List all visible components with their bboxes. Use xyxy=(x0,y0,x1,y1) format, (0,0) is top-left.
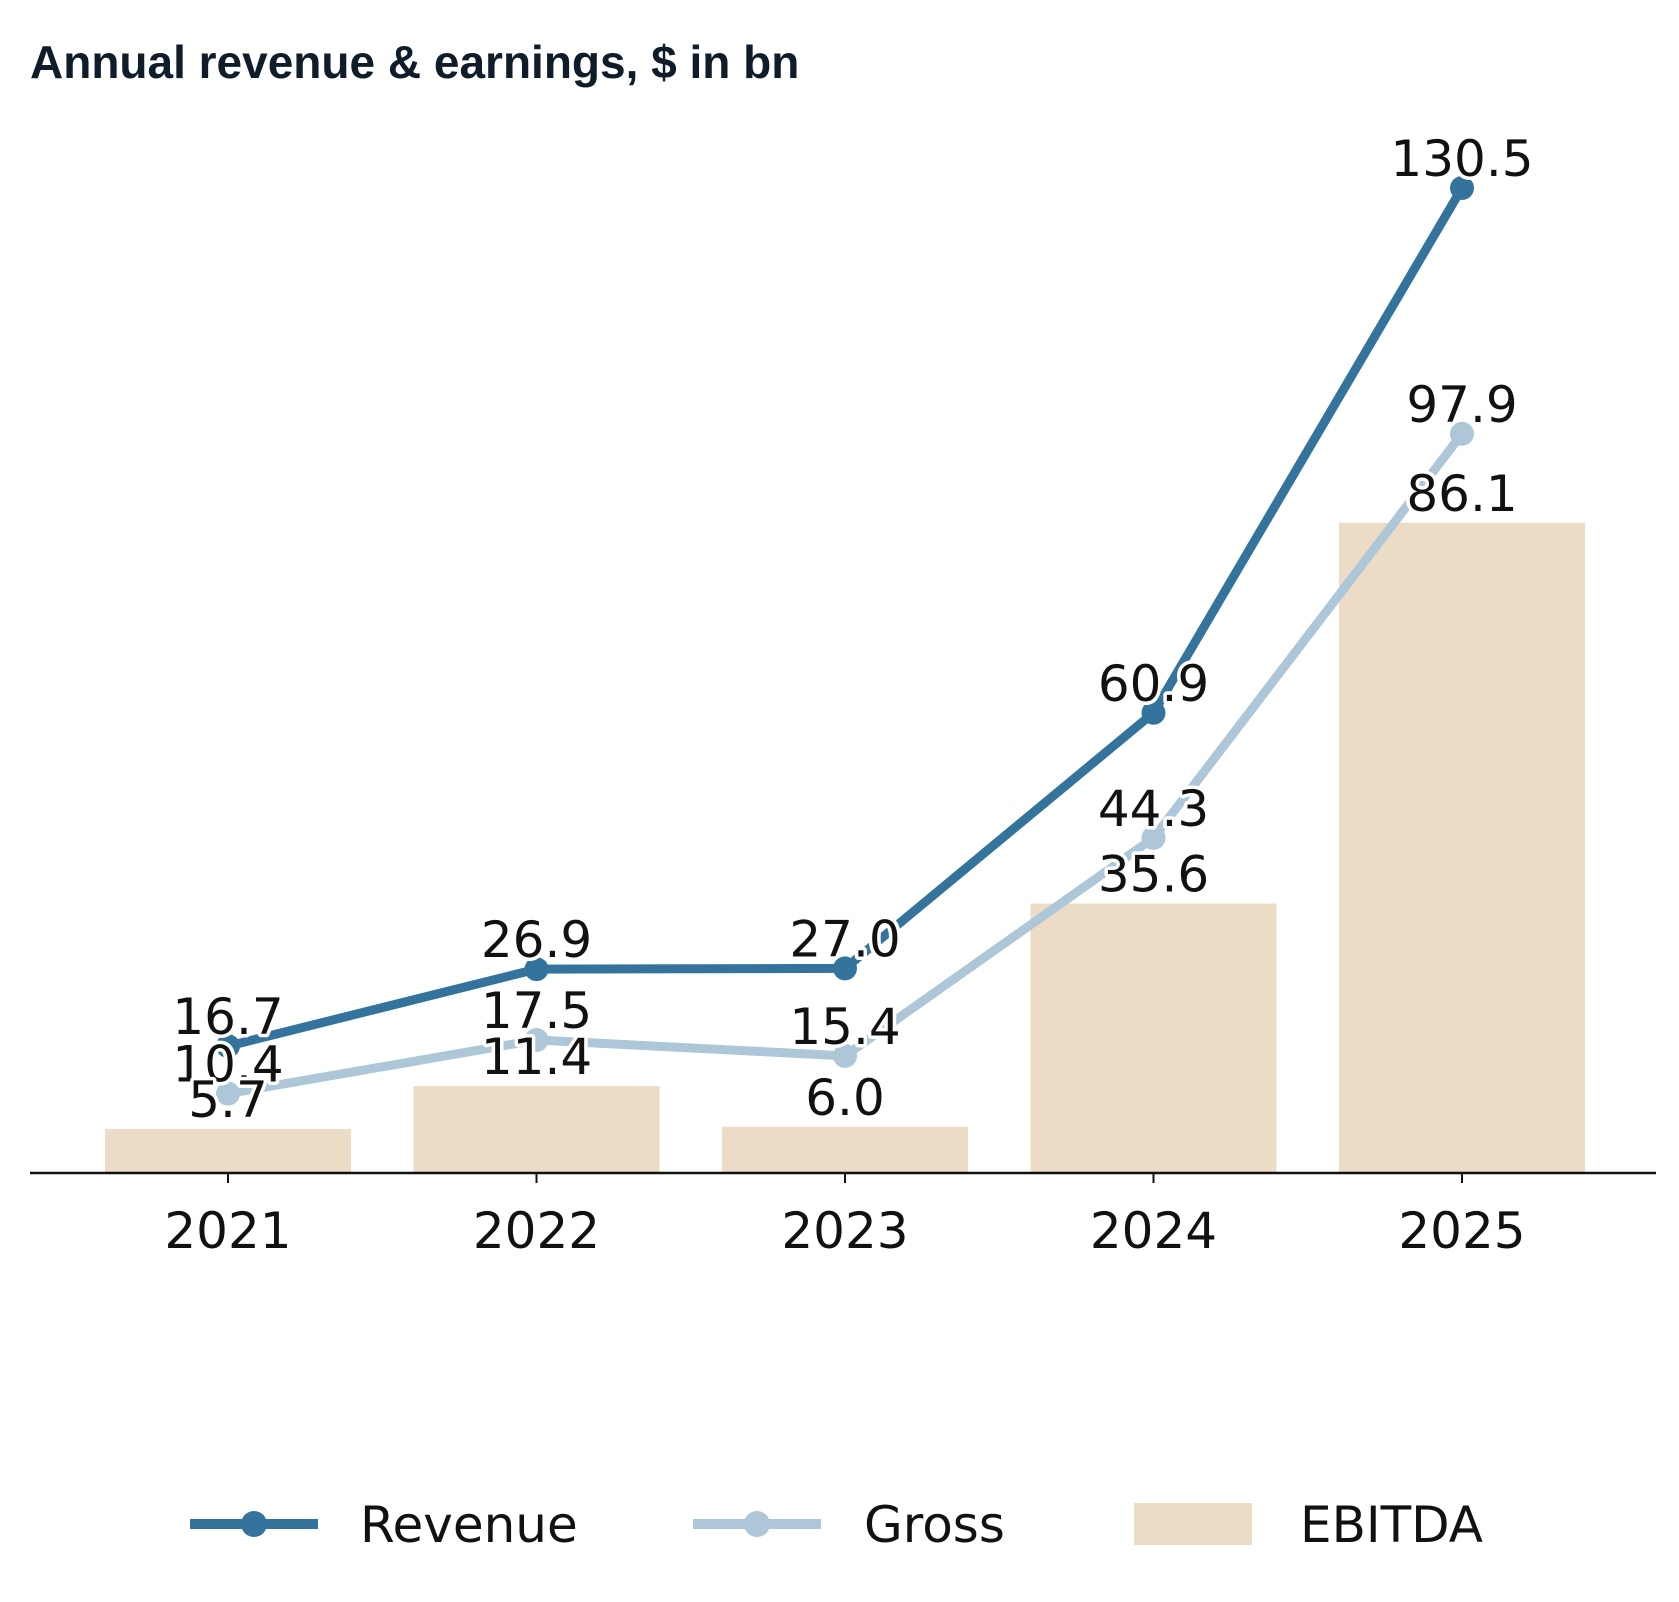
revenue-label-2023: 27.0 xyxy=(789,910,900,968)
revenue-point-2025 xyxy=(1450,176,1474,200)
gross-point-2023 xyxy=(833,1043,857,1068)
ebitda-bars xyxy=(105,522,1585,1172)
gross-line xyxy=(223,429,1467,1099)
ebitda-label-2022: 11.4 xyxy=(481,1028,592,1086)
revenue-label-2025: 130.5 xyxy=(1390,130,1533,188)
gross-point-2021 xyxy=(216,1081,240,1106)
gross-label-2024: 44.3 xyxy=(1098,780,1209,838)
legend-label-revenue: Revenue xyxy=(360,1496,578,1554)
legend-label-gross: Gross xyxy=(864,1496,1005,1554)
x-tick-label-2023: 2023 xyxy=(781,1202,908,1260)
x-tick-label-2025: 2025 xyxy=(1398,1202,1525,1260)
ebitda-bar-2025 xyxy=(1339,522,1585,1172)
gross-point-2024 xyxy=(1141,825,1166,850)
x-tick-label-2021: 2021 xyxy=(164,1202,291,1260)
x-tick-label-2024: 2024 xyxy=(1090,1202,1217,1260)
gross-label-2023: 15.4 xyxy=(789,998,900,1056)
revenue-point-2023 xyxy=(833,956,857,981)
revenue-label-2022: 26.9 xyxy=(481,911,592,969)
series-lines xyxy=(216,176,1474,1106)
ebitda-bar-2021 xyxy=(105,1129,351,1172)
gross-label-2021: 10.4 xyxy=(172,1036,283,1094)
gross-label-2025: 97.9 xyxy=(1406,376,1517,434)
ebitda-bar-2022 xyxy=(413,1086,660,1172)
gross-label-2022: 17.5 xyxy=(481,982,592,1040)
gross-point-2022 xyxy=(524,1028,549,1053)
legend-swatch-ebitda xyxy=(1134,1503,1252,1545)
revenue-label-2021: 16.7 xyxy=(172,988,283,1046)
ebitda-label-2024: 35.6 xyxy=(1098,846,1209,904)
legend-marker-revenue xyxy=(241,1511,267,1537)
x-tick-label-2022: 2022 xyxy=(473,1202,600,1260)
ebitda-label-2023: 6.0 xyxy=(805,1069,885,1127)
x-axis-ticks: 2021 2022 2023 2024 2025 xyxy=(164,1173,1526,1260)
revenue-label-2024: 60.9 xyxy=(1098,655,1209,713)
ebitda-label-2021: 5.7 xyxy=(188,1071,268,1129)
legend-marker-gross xyxy=(744,1511,770,1537)
revenue-point-2021 xyxy=(216,1034,240,1059)
data-labels: 16.7 26.9 27.0 60.9 130.5 10.4 17.5 15.4 44.3 97.… xyxy=(169,127,1537,1133)
chart-title: Annual revenue & earnings, $ in bn xyxy=(30,36,799,88)
legend-label-ebitda: EBITDA xyxy=(1300,1496,1483,1554)
ebitda-bar-2024 xyxy=(1030,903,1277,1172)
revenue-point-2022 xyxy=(524,957,549,982)
ebitda-bar-2023 xyxy=(722,1126,968,1172)
ebitda-label-2025: 86.1 xyxy=(1406,465,1517,523)
legend: Revenue Gross EBITDA xyxy=(190,1496,1483,1554)
gross-point-2025 xyxy=(1450,421,1474,446)
revenue-point-2024 xyxy=(1141,700,1166,725)
